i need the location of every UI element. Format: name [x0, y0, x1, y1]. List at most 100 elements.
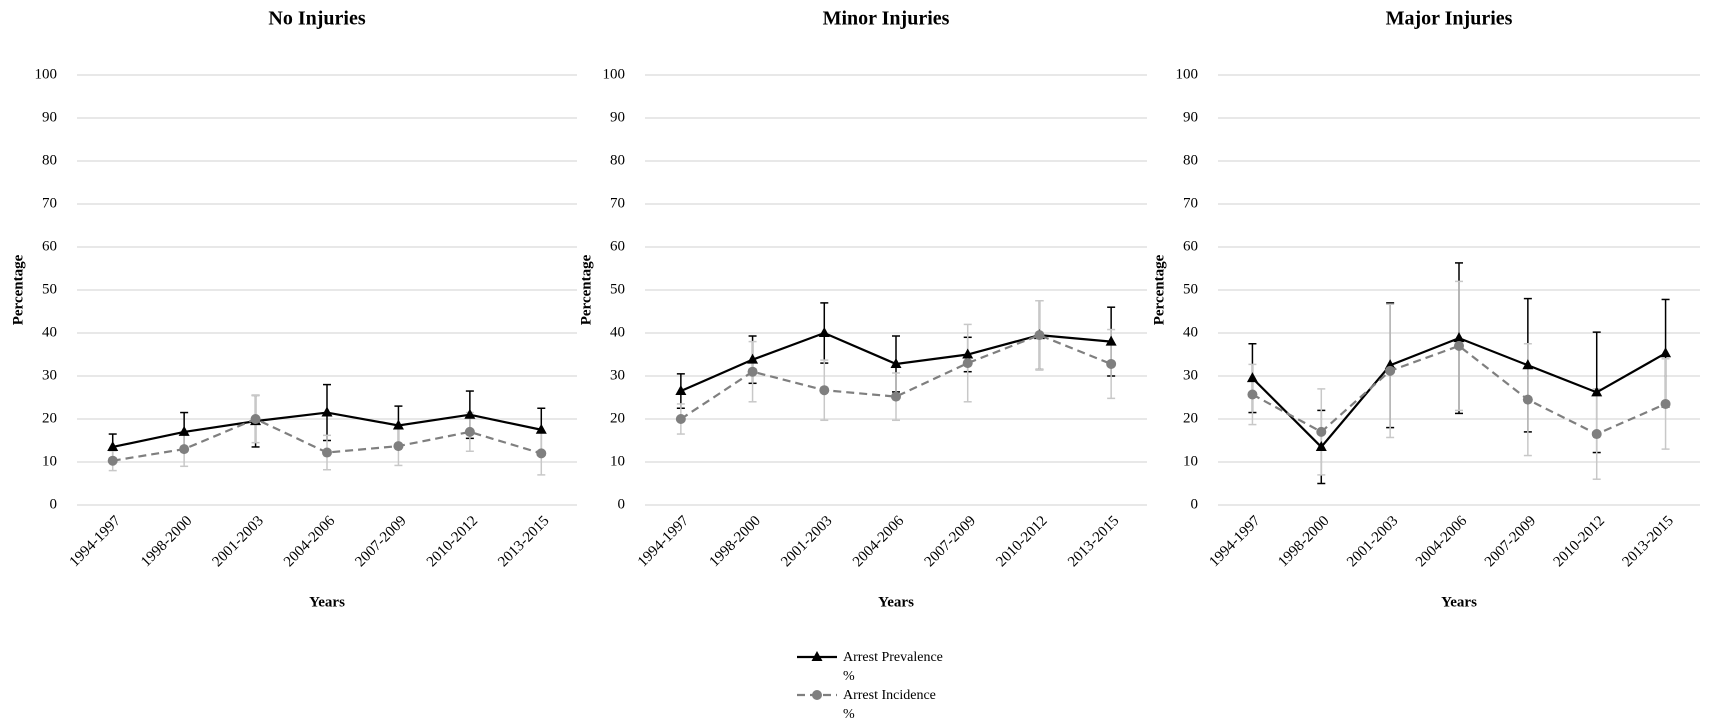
x-tick-label: 2001-2003	[778, 513, 835, 570]
x-tick-label: 1998-2000	[1275, 513, 1332, 570]
y-tick-label: 50	[42, 281, 57, 297]
y-tick-label: 0	[618, 496, 626, 512]
marker	[891, 391, 901, 402]
y-tick-label: 30	[610, 367, 625, 383]
marker	[1385, 365, 1396, 376]
y-axis-label: Percentage	[578, 254, 594, 325]
y-tick-label: 40	[610, 324, 625, 340]
x-tick-label: 2004-2006	[1413, 513, 1471, 571]
x-tick-label: 2013-2015	[1620, 513, 1677, 570]
marker	[392, 419, 404, 430]
legend: Arrest Prevalence % Arrest Incidence %	[795, 648, 943, 724]
x-tick-label: 2007-2009	[352, 513, 409, 570]
y-tick-label: 60	[610, 238, 625, 254]
x-tick-label: 2004-2006	[850, 513, 908, 571]
y-tick-label: 20	[42, 410, 57, 426]
marker	[535, 423, 547, 434]
x-axis-label: Years	[878, 594, 914, 610]
legend-swatch	[797, 651, 837, 661]
y-tick-label: 100	[35, 66, 58, 82]
y-tick-label: 80	[42, 152, 57, 168]
marker	[464, 426, 475, 437]
marker	[250, 414, 261, 424]
y-tick-label: 80	[610, 152, 625, 168]
x-tick-label: 2013-2015	[1065, 513, 1122, 570]
y-tick-label: 30	[1183, 367, 1198, 383]
x-tick-label: 1998-2000	[707, 513, 764, 570]
marker	[1522, 394, 1533, 405]
marker	[464, 408, 476, 419]
y-tick-label: 50	[610, 281, 625, 297]
marker	[890, 357, 902, 368]
chart-title: Minor Injuries	[823, 8, 950, 30]
x-tick-label: 2013-2015	[495, 513, 552, 570]
marker	[393, 441, 404, 452]
x-tick-label: 2010-2012	[993, 513, 1050, 570]
y-tick-label: 100	[1176, 66, 1199, 82]
marker	[1591, 429, 1602, 440]
y-tick-label: 50	[1183, 281, 1198, 297]
chart-title: No Injuries	[268, 8, 365, 30]
x-tick-label: 2007-2009	[922, 513, 979, 570]
y-tick-label: 70	[42, 195, 57, 211]
y-tick-label: 70	[1183, 195, 1198, 211]
y-tick-label: 10	[42, 453, 57, 469]
marker	[819, 385, 830, 396]
marker	[1453, 332, 1465, 343]
legend-entry: Arrest Incidence %	[795, 686, 943, 724]
legend-label: Arrest Incidence %	[843, 688, 936, 722]
y-tick-label: 100	[603, 66, 626, 82]
marker	[1105, 335, 1117, 346]
y-tick-label: 10	[1183, 453, 1198, 469]
y-tick-label: 20	[1183, 410, 1198, 426]
marker	[818, 327, 830, 337]
x-tick-label: 1994-1997	[67, 513, 125, 571]
y-tick-label: 0	[50, 496, 58, 512]
marker	[107, 440, 119, 451]
marker	[1247, 389, 1258, 400]
y-tick-label: 80	[1183, 152, 1198, 168]
marker	[1246, 372, 1258, 383]
marker	[962, 358, 973, 369]
x-tick-label: 1994-1997	[1206, 513, 1264, 571]
legend-entry: Arrest Prevalence %	[795, 648, 943, 686]
x-tick-label: 2010-2012	[424, 513, 481, 570]
marker	[1106, 358, 1117, 369]
x-axis-label: Years	[309, 594, 345, 610]
marker	[321, 406, 333, 417]
chart-title: Major Injuries	[1386, 8, 1513, 30]
marker	[1454, 340, 1464, 351]
y-axis-label: Percentage	[10, 254, 26, 325]
marker	[178, 425, 190, 436]
marker	[675, 385, 687, 396]
y-axis-label: Percentage	[1151, 254, 1167, 325]
marker	[1522, 359, 1534, 370]
marker	[1660, 347, 1672, 358]
x-tick-label: 2004-2006	[281, 513, 339, 571]
x-tick-label: 2001-2003	[1344, 513, 1401, 570]
marker	[107, 455, 118, 466]
x-axis-label: Years	[1441, 594, 1477, 610]
marker	[812, 690, 822, 700]
marker	[1034, 330, 1045, 341]
marker	[536, 448, 547, 459]
x-tick-label: 2001-2003	[210, 513, 267, 570]
y-tick-label: 90	[42, 109, 57, 125]
legend-swatch	[797, 690, 837, 700]
y-tick-label: 70	[610, 195, 625, 211]
x-tick-label: 2010-2012	[1551, 513, 1608, 570]
marker	[675, 414, 686, 424]
y-tick-label: 0	[1191, 496, 1199, 512]
x-tick-label: 1998-2000	[138, 513, 195, 570]
marker	[811, 651, 823, 661]
legend-label: Arrest Prevalence %	[843, 650, 943, 684]
y-tick-label: 60	[42, 238, 57, 254]
y-tick-label: 20	[610, 410, 625, 426]
marker	[747, 366, 758, 377]
y-tick-label: 10	[610, 453, 625, 469]
marker	[1316, 426, 1327, 437]
y-tick-label: 40	[42, 324, 57, 340]
marker	[179, 444, 190, 455]
charts: No Injuries Percentage Years 0 10 20 30 40 50 60 7…	[10, 8, 1700, 610]
